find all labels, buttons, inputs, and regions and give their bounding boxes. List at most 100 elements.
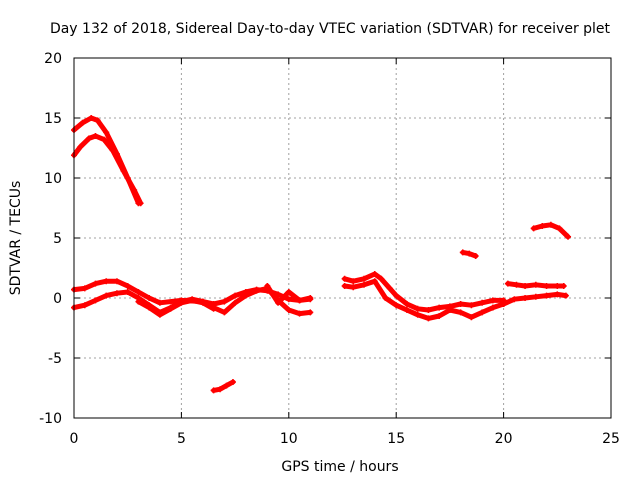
data-point — [466, 250, 473, 257]
series-mid-upper — [341, 271, 507, 313]
data-point — [341, 283, 348, 289]
data-point — [137, 200, 144, 207]
data-point — [393, 302, 400, 309]
x-axis-label: GPS time / hours — [281, 459, 398, 475]
data-point — [468, 314, 475, 321]
series-neg-arc — [210, 379, 236, 394]
data-point — [156, 311, 163, 318]
data-point — [511, 296, 518, 303]
data-point — [86, 135, 93, 142]
series-arc-high-2 — [71, 133, 144, 207]
data-point — [350, 284, 357, 291]
data-point — [436, 313, 443, 319]
data-point — [167, 305, 174, 312]
data-point — [146, 304, 153, 311]
y-tick-label: -5 — [48, 351, 62, 367]
data-point — [532, 293, 539, 300]
x-tick-label: 20 — [495, 431, 513, 447]
data-point — [378, 275, 385, 282]
data-point — [350, 278, 357, 285]
data-point — [360, 281, 367, 288]
x-tick-label: 15 — [387, 431, 405, 447]
data-point — [539, 223, 546, 229]
y-tick-label: -10 — [39, 411, 62, 427]
series-line — [342, 278, 507, 321]
series-arc-high-1 — [71, 115, 142, 207]
data-point — [414, 311, 421, 318]
data-point — [457, 309, 464, 316]
data-point — [135, 289, 142, 295]
data-point — [81, 285, 88, 292]
data-point — [425, 315, 432, 322]
grid — [74, 58, 611, 418]
data-point — [479, 299, 486, 306]
data-point — [199, 299, 206, 306]
data-point — [217, 386, 224, 393]
data-point — [500, 301, 507, 307]
data-point — [285, 307, 292, 313]
series-small-arc-18 — [459, 249, 479, 259]
data-point — [113, 278, 120, 285]
data-point — [436, 304, 443, 311]
data-point — [92, 133, 99, 139]
series-group — [71, 115, 572, 394]
x-tick-label: 0 — [70, 431, 79, 447]
data-point — [562, 292, 569, 299]
data-point — [103, 292, 110, 299]
data-point — [307, 295, 314, 301]
data-point — [530, 225, 537, 232]
data-point — [242, 292, 249, 299]
data-point — [504, 280, 511, 287]
data-point — [275, 299, 282, 306]
data-point — [403, 301, 410, 307]
data-point — [223, 382, 230, 389]
data-point — [101, 136, 108, 143]
y-tick-label: 20 — [44, 51, 62, 67]
y-tick-label: 15 — [44, 111, 62, 127]
data-point — [382, 295, 389, 301]
data-point — [264, 283, 271, 289]
data-point — [253, 287, 260, 294]
data-point — [532, 281, 539, 288]
data-point — [79, 119, 86, 126]
data-point — [103, 129, 110, 136]
y-tick-label: 5 — [53, 231, 62, 247]
data-point — [229, 379, 236, 385]
series-mid-lower — [341, 278, 507, 322]
series-line — [211, 379, 236, 393]
ticks: 0 5 10 15 20 25 -10 -5 0 5 10 15 20 — [39, 51, 620, 447]
data-point — [459, 249, 466, 256]
series-late-arc-high — [530, 221, 572, 240]
y-axis-label: SDTVAR / TECUs — [8, 181, 24, 296]
series-late-lower — [500, 291, 569, 307]
data-point — [360, 275, 367, 282]
data-point — [296, 310, 303, 317]
data-point — [393, 292, 400, 299]
data-point — [522, 283, 529, 289]
series-line — [342, 271, 507, 313]
data-point — [156, 299, 163, 306]
data-point — [113, 290, 120, 297]
data-point — [135, 298, 142, 305]
data-point — [296, 297, 303, 304]
data-point — [146, 295, 153, 301]
data-point — [468, 302, 475, 309]
series-band-lower-2 — [135, 297, 217, 318]
data-point — [554, 291, 561, 298]
data-point — [94, 117, 101, 124]
series-band-upper-2 — [264, 283, 314, 306]
data-point — [178, 299, 185, 306]
data-point — [425, 307, 432, 313]
data-point — [285, 296, 292, 303]
data-point — [232, 292, 239, 299]
data-point — [371, 278, 378, 285]
data-point — [513, 281, 520, 288]
data-point — [403, 307, 410, 313]
data-point — [414, 305, 421, 312]
data-point — [92, 297, 99, 304]
data-point — [88, 115, 95, 121]
data-point — [489, 297, 496, 304]
series-line — [71, 133, 144, 206]
data-point — [92, 280, 99, 287]
